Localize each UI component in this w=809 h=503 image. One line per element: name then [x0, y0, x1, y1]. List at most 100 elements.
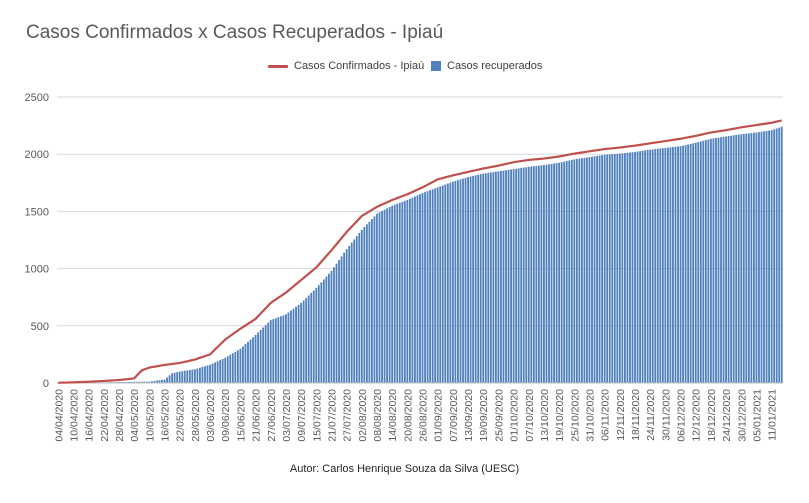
- bar-recuperados: [573, 159, 576, 383]
- bar-recuperados: [287, 312, 290, 383]
- bar-recuperados: [322, 279, 325, 383]
- bar-recuperados: [161, 379, 163, 383]
- bar-recuperados: [492, 172, 495, 383]
- bar-recuperados: [527, 166, 530, 383]
- bar-recuperados: [371, 219, 373, 383]
- bar-recuperados: [497, 171, 500, 383]
- bar-recuperados: [193, 369, 196, 383]
- bar-recuperados: [505, 170, 507, 383]
- bar-recuperados: [512, 169, 515, 383]
- bar-recuperados: [424, 192, 426, 383]
- bar-recuperados: [302, 300, 305, 383]
- bar-recuperados: [214, 362, 217, 383]
- x-tick-label: 01/10/2020: [509, 389, 521, 442]
- bar-recuperados: [768, 130, 770, 383]
- y-tick-label: 500: [31, 321, 49, 333]
- legend-item-recuperados: Casos recuperados: [431, 60, 542, 72]
- bar-recuperados: [158, 380, 161, 383]
- bar-recuperados: [310, 293, 313, 383]
- bar-recuperados: [431, 189, 434, 383]
- bar-recuperados: [583, 157, 586, 383]
- bar-recuperados: [598, 155, 601, 383]
- x-tick-label: 07/10/2020: [524, 389, 536, 442]
- bar-recuperados: [715, 137, 717, 383]
- legend-item-confirmados: Casos Confirmados - Ipiaú: [268, 60, 424, 72]
- bar-recuperados: [244, 344, 247, 383]
- bar-recuperados: [350, 242, 353, 383]
- bar-recuperados: [515, 168, 518, 383]
- bar-recuperados: [489, 172, 492, 383]
- bar-recuperados: [588, 157, 591, 383]
- bar-recuperados: [735, 134, 738, 383]
- bar-recuperados: [300, 302, 303, 383]
- bar-recuperados: [199, 367, 201, 383]
- bar-recuperados: [201, 366, 204, 383]
- x-tick-label: 13/09/2020: [463, 389, 475, 442]
- bar-recuperados: [540, 165, 543, 383]
- bar-recuperados: [257, 332, 260, 383]
- bar-recuperados: [537, 165, 540, 383]
- bar-recuperados: [469, 176, 472, 383]
- bar-recuperados: [335, 263, 338, 383]
- bar-recuperados: [530, 166, 533, 383]
- bar-recuperados: [353, 239, 356, 383]
- bar-recuperados: [520, 167, 523, 383]
- bar-recuperados: [173, 372, 176, 383]
- bar-recuperados: [593, 156, 596, 383]
- bar-recuperados: [196, 368, 199, 383]
- bar-recuperados: [500, 170, 502, 383]
- bar-recuperados: [780, 126, 783, 384]
- bar-recuperados: [426, 191, 429, 383]
- bar-recuperados: [295, 306, 297, 383]
- bar-recuperados: [441, 185, 444, 383]
- bar-recuperados: [279, 316, 282, 383]
- bar-recuperados: [325, 276, 328, 383]
- bar-recuperados: [186, 370, 189, 383]
- bar-recuperados: [727, 136, 730, 383]
- bar-recuperados: [502, 170, 505, 383]
- bar-recuperados: [209, 364, 211, 383]
- bar-recuperados: [373, 216, 376, 383]
- bar-recuperados: [717, 137, 720, 383]
- bar-recuperados: [414, 196, 416, 383]
- bar-recuperados: [143, 381, 146, 383]
- bar-recuperados: [277, 317, 280, 383]
- bar-recuperados: [560, 162, 563, 383]
- bar-recuperados: [682, 145, 684, 383]
- x-tick-label: 25/09/2020: [493, 389, 505, 442]
- bar-recuperados: [732, 135, 735, 383]
- bar-recuperados: [618, 153, 621, 383]
- x-tick-label: 27/06/2020: [266, 389, 278, 442]
- x-tick-label: 18/11/2020: [630, 389, 642, 441]
- x-tick-label: 03/07/2020: [281, 389, 293, 442]
- bar-recuperados: [707, 139, 710, 383]
- bar-recuperados: [687, 144, 690, 383]
- bar-recuperados: [315, 288, 318, 383]
- bar-recuperados: [710, 138, 712, 383]
- bar-recuperados: [720, 137, 722, 383]
- bar-recuperados: [611, 154, 614, 383]
- bar-recuperados: [467, 177, 469, 383]
- x-tick-label: 15/07/2020: [311, 389, 323, 442]
- bar-recuperados: [464, 177, 467, 383]
- bar-recuperados: [378, 212, 381, 383]
- bar-recuperados: [376, 213, 378, 383]
- bar-recuperados: [591, 156, 593, 383]
- bar-recuperados: [408, 198, 411, 383]
- bar-recuperados: [333, 267, 335, 383]
- x-tick-label: 15/06/2020: [235, 389, 247, 442]
- bar-recuperados: [130, 381, 133, 383]
- bar-recuperados: [510, 169, 512, 383]
- bar-recuperados: [745, 133, 748, 383]
- bar-recuperados: [434, 188, 437, 383]
- x-tick-label: 13/10/2020: [539, 389, 551, 442]
- x-tick-label: 19/09/2020: [478, 389, 490, 442]
- bar-recuperados: [669, 147, 672, 383]
- bar-recuperados: [269, 320, 272, 383]
- bar-recuperados: [163, 379, 166, 383]
- bar-recuperados: [677, 146, 679, 383]
- bar-recuperados: [360, 229, 363, 383]
- bar-recuperados: [525, 167, 528, 383]
- bar-recuperados: [765, 130, 768, 383]
